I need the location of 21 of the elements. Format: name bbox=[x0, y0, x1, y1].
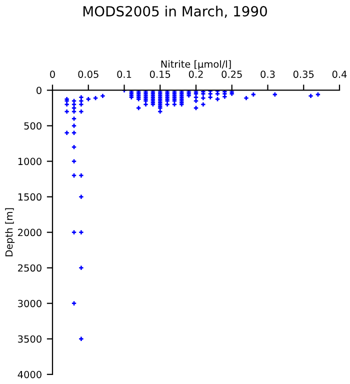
y-axis-title: Depth [m] bbox=[5, 208, 15, 256]
y-tick-label: 3500 bbox=[18, 335, 42, 343]
y-tick-label: 2500 bbox=[18, 264, 42, 272]
x-tick-label: 0.4 bbox=[332, 70, 347, 78]
y-tick-label: 0 bbox=[36, 86, 42, 94]
x-tick-label: 0.1 bbox=[117, 70, 132, 78]
x-tick-label: 0.05 bbox=[78, 70, 98, 78]
y-tick-label: 4000 bbox=[18, 370, 42, 378]
x-tick-label: 0.15 bbox=[150, 70, 170, 78]
x-tick-label: 0.25 bbox=[222, 70, 242, 78]
chart-title: MODS2005 in March, 1990 bbox=[83, 6, 267, 18]
x-tick-label: 0.3 bbox=[260, 70, 275, 78]
x-tick-label: 0 bbox=[50, 70, 55, 78]
x-tick-label: 0.2 bbox=[188, 70, 203, 78]
y-tick-label: 1000 bbox=[18, 158, 42, 166]
y-tick-label: 3000 bbox=[18, 300, 42, 308]
y-tick-label: 2000 bbox=[18, 228, 42, 236]
x-axis-title: Nitrite [µmol/l] bbox=[161, 60, 231, 70]
x-tick-label: 0.35 bbox=[293, 70, 314, 78]
y-tick-label: 1500 bbox=[18, 193, 42, 201]
y-tick-label: 500 bbox=[24, 122, 42, 130]
